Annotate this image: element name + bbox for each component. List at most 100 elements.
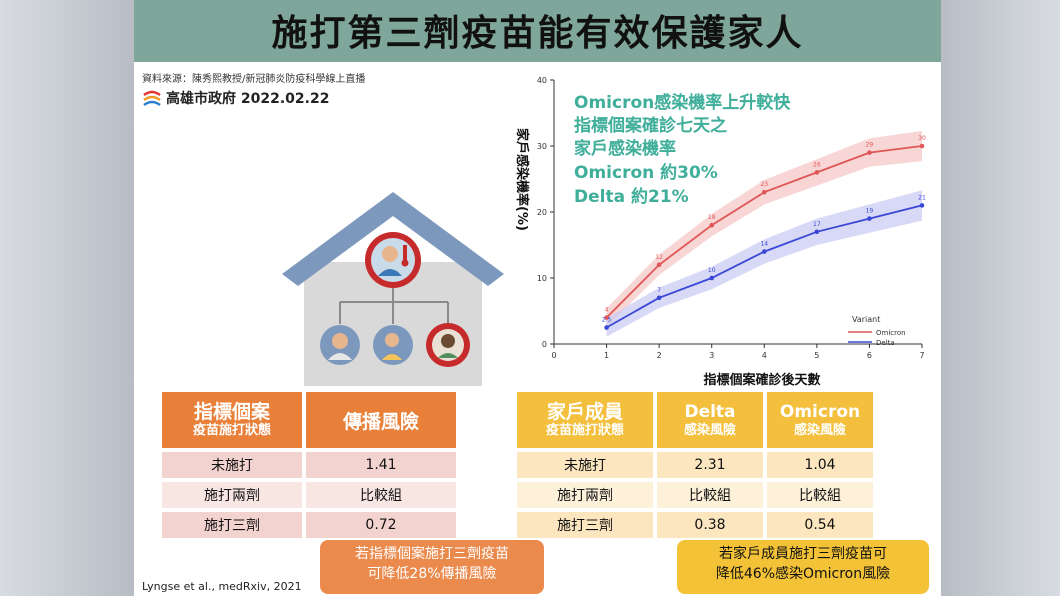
data-label: 23	[760, 181, 768, 188]
delta-header-sub: 感染風險	[683, 423, 736, 438]
y-tick-label: 20	[537, 208, 547, 217]
household-header-sub: 疫苗施打狀態	[545, 423, 624, 438]
table-row: 施打三劑 0.38 0.54	[517, 512, 873, 538]
legend-omicron: Omicron	[876, 329, 906, 337]
data-point	[761, 189, 767, 195]
row-label: 施打兩劑	[517, 482, 653, 508]
index-header-sub: 疫苗施打狀態	[192, 423, 271, 438]
household-note-line2: 降低46%感染Omicron風險	[715, 566, 891, 582]
data-label: 17	[813, 221, 821, 228]
annotation-line2: 指標個案確診七天之	[574, 115, 727, 136]
legend-delta: Delta	[876, 339, 895, 347]
government-label: 高雄市政府 2022.02.22	[142, 88, 329, 108]
data-point	[656, 262, 662, 268]
slide: 施打第三劑疫苗能有效保護家人 資料來源：陳秀熙教授/新冠肺炎防疫科學線上直播 高…	[134, 0, 941, 596]
y-tick-label: 30	[537, 142, 547, 151]
y-tick-label: 40	[537, 76, 547, 85]
data-point	[656, 295, 662, 301]
data-point	[761, 249, 767, 254]
row-label: 未施打	[162, 452, 302, 478]
data-label: 2.5	[602, 317, 612, 324]
x-tick-label: 3	[709, 351, 714, 360]
data-label: 7	[657, 287, 661, 294]
data-point	[709, 222, 715, 228]
source-text: 資料來源：陳秀熙教授/新冠肺炎防疫科學線上直播	[142, 74, 366, 85]
row-value: 0.72	[302, 512, 456, 538]
row-delta: 2.31	[653, 452, 763, 478]
row-delta: 0.38	[653, 512, 763, 538]
data-point	[867, 216, 872, 221]
data-point	[919, 143, 925, 149]
row-value: 1.41	[302, 452, 456, 478]
x-tick-label: 5	[814, 351, 819, 360]
x-tick-label: 7	[919, 351, 924, 360]
chart-bands	[606, 130, 922, 337]
y-tick-label: 10	[537, 274, 547, 283]
legend-title: Variant	[852, 315, 880, 324]
data-label: 14	[760, 241, 768, 248]
annotation-line5: Delta 約21%	[574, 186, 689, 207]
citation: Lyngse et al., medRxiv, 2021	[142, 580, 302, 593]
row-label: 未施打	[517, 452, 653, 478]
data-label: 19	[866, 208, 874, 215]
data-label: 18	[708, 214, 716, 221]
data-point	[867, 150, 872, 155]
data-point	[709, 275, 715, 281]
table-row: 未施打 2.31 1.04	[517, 452, 873, 478]
data-label: 4	[605, 307, 609, 314]
row-label: 施打三劑	[517, 512, 653, 538]
x-tick-label: 6	[867, 351, 872, 360]
data-label: 26	[813, 161, 821, 168]
confidence-band-delta	[606, 190, 922, 337]
row-omicron: 0.54	[763, 512, 873, 538]
chart-annotation: Omicron感染機率上升較快 指標個案確診七天之 家戶感染機率 Omicron…	[574, 92, 791, 207]
annotation-line4: Omicron 約30%	[574, 162, 718, 183]
data-point	[814, 170, 820, 175]
delta-header-cell: Delta 感染風險	[653, 392, 763, 448]
data-label: 29	[866, 142, 874, 149]
background-left	[0, 0, 134, 596]
table-row: 施打兩劑 比較組	[162, 482, 456, 508]
chart-legend: Variant Omicron Delta	[848, 315, 906, 347]
delta-header: Delta	[684, 402, 736, 422]
data-point	[919, 203, 925, 208]
index-note-line2: 可降低28%傳播風險	[367, 566, 497, 582]
x-tick-label: 4	[762, 351, 767, 360]
kaohsiung-logo-icon	[143, 90, 161, 107]
title-bar: 施打第三劑疫苗能有效保護家人	[134, 0, 941, 62]
data-label: 10	[708, 267, 716, 274]
chart-ylabel: 家戶感染機率(%)	[514, 128, 530, 231]
household-header-cell: 家戶成員 疫苗施打狀態	[517, 392, 653, 448]
index-note: 若指標個案施打三劑疫苗 可降低28%傳播風險	[320, 540, 544, 594]
table-row: 施打三劑 0.72	[162, 512, 456, 538]
omicron-header-cell: Omicron 感染風險	[763, 392, 873, 448]
x-tick-label: 0	[551, 351, 556, 360]
x-tick-label: 1	[604, 351, 609, 360]
household-header-main: 家戶成員	[546, 401, 623, 423]
data-point	[604, 315, 609, 320]
background-right	[940, 0, 1060, 596]
index-case-table: 指標個案 疫苗施打狀態 傳播風險 未施打 1.41 施打兩劑 比較組 施打三劑 …	[162, 388, 456, 542]
household-note-line1: 若家戶成員施打三劑疫苗可	[719, 546, 887, 562]
data-point	[604, 325, 609, 330]
data-label: 12	[655, 254, 663, 261]
household-table: 家戶成員 疫苗施打狀態 Delta 感染風險 Omicron 感染風險 未施打 …	[517, 388, 873, 542]
omicron-header-sub: 感染風險	[793, 423, 846, 438]
risk-header: 傳播風險	[302, 392, 456, 448]
data-label: 30	[918, 135, 926, 142]
row-omicron: 比較組	[763, 482, 873, 508]
table-row: 未施打 1.41	[162, 452, 456, 478]
table-row: 施打兩劑 比較組 比較組	[517, 482, 873, 508]
annotation-line3: 家戶感染機率	[574, 138, 676, 159]
row-delta: 比較組	[653, 482, 763, 508]
household-note: 若家戶成員施打三劑疫苗可 降低46%感染Omicron風險	[677, 540, 929, 594]
row-label: 施打三劑	[162, 512, 302, 538]
data-point	[814, 229, 820, 235]
index-header-cell: 指標個案 疫苗施打狀態	[162, 392, 302, 448]
chart-xlabel: 指標個案確診後天數	[703, 372, 820, 388]
y-tick-label: 0	[542, 340, 547, 349]
government-date: 高雄市政府 2022.02.22	[166, 91, 330, 107]
slide-title: 施打第三劑疫苗能有效保護家人	[271, 13, 804, 54]
